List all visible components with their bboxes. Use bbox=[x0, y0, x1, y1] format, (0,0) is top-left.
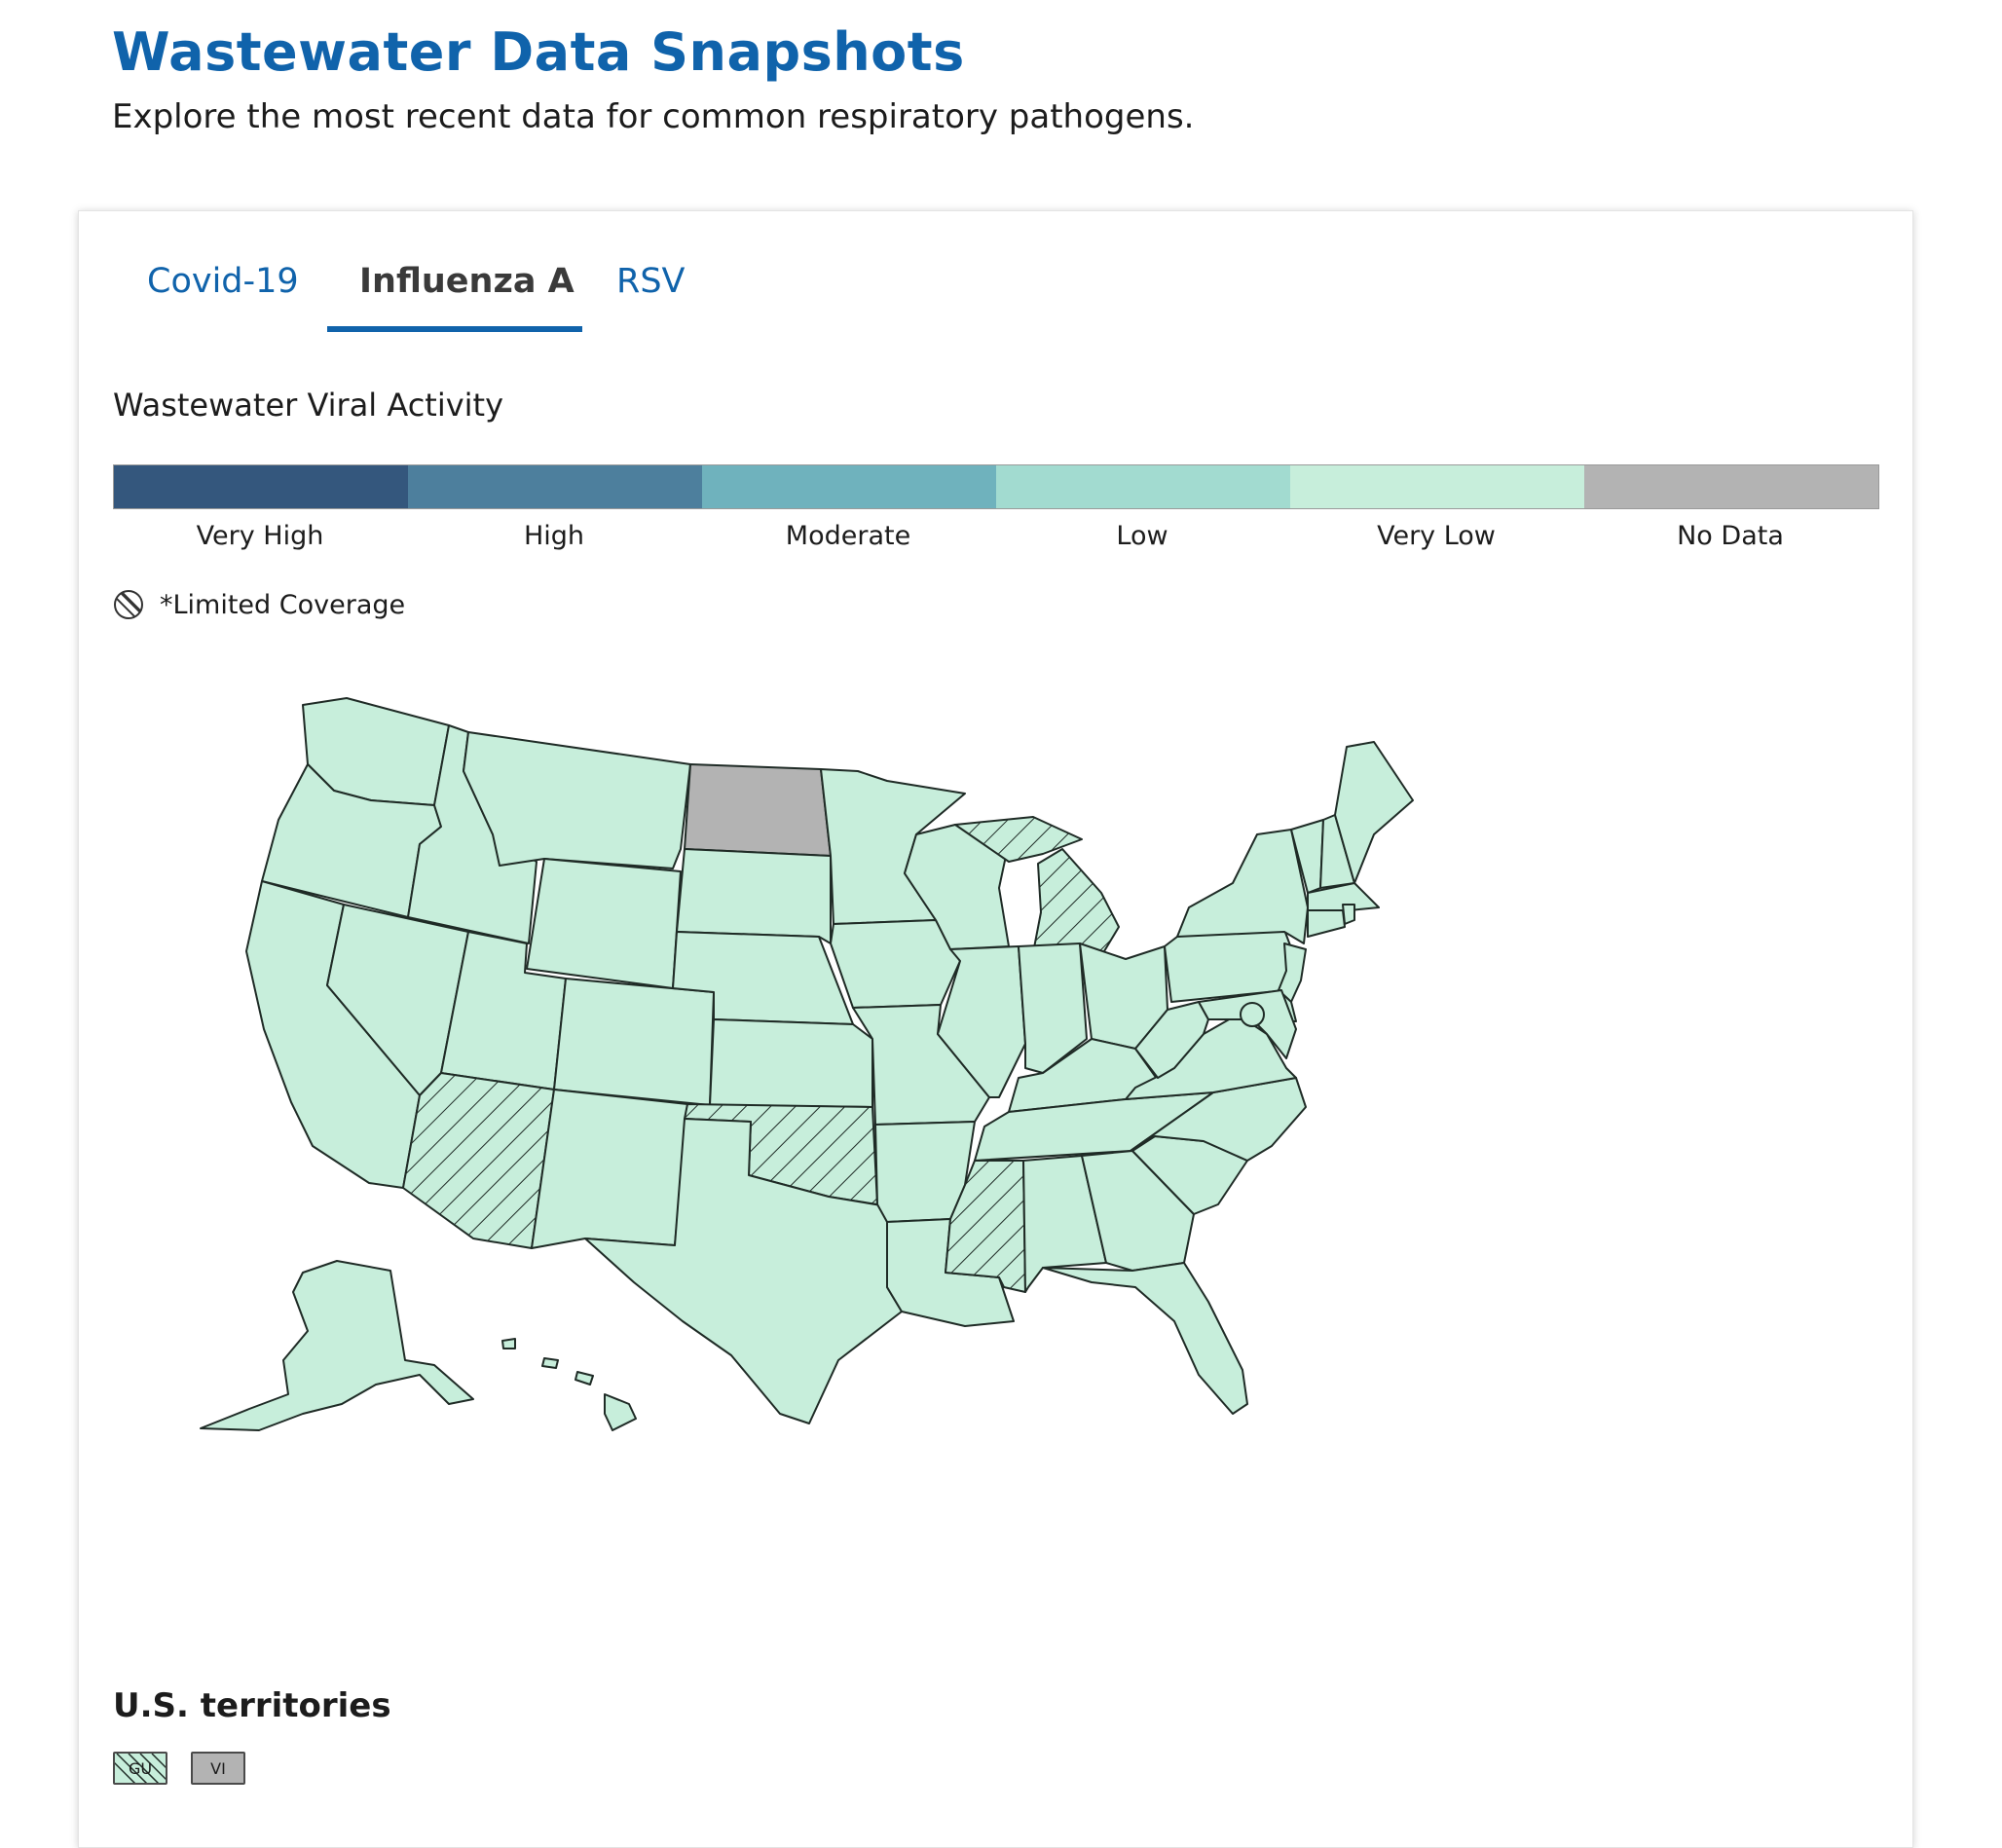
tab-covid-19[interactable]: Covid-19 bbox=[147, 262, 299, 301]
state-missouri[interactable] bbox=[852, 1004, 990, 1126]
legend-swatch-low bbox=[996, 465, 1290, 508]
state-florida[interactable] bbox=[1042, 1262, 1248, 1415]
legend-swatch-no-data bbox=[1584, 465, 1878, 508]
state-montana[interactable] bbox=[463, 731, 691, 869]
activity-legend-bar bbox=[113, 464, 1879, 509]
hatch-pattern-icon bbox=[114, 590, 143, 619]
legend-swatch-moderate bbox=[702, 465, 996, 508]
state-new-mexico[interactable] bbox=[531, 1089, 688, 1249]
state-colorado[interactable] bbox=[553, 978, 715, 1106]
legend-label-low: Low bbox=[1116, 521, 1168, 551]
state-north-dakota[interactable] bbox=[684, 763, 832, 857]
us-map-svg bbox=[200, 697, 1414, 1431]
legend-label-very-high: Very High bbox=[196, 521, 324, 551]
state-wyoming[interactable] bbox=[526, 858, 682, 989]
territory-gu-label: GU bbox=[128, 1758, 153, 1778]
state-massachusetts[interactable] bbox=[1307, 882, 1380, 911]
state-kansas[interactable] bbox=[709, 1018, 873, 1108]
pathogen-tabs: Covid-19 Influenza A RSV bbox=[79, 211, 1912, 338]
territory-vi[interactable]: VI bbox=[191, 1752, 245, 1785]
state-texas[interactable] bbox=[584, 1118, 903, 1424]
limited-coverage-label: *Limited Coverage bbox=[160, 589, 406, 620]
active-tab-indicator bbox=[327, 326, 582, 332]
us-map bbox=[137, 640, 1793, 1662]
legend-swatch-very-low bbox=[1290, 465, 1584, 508]
state-hawaii[interactable] bbox=[501, 1338, 637, 1431]
state-arizona[interactable] bbox=[402, 1072, 555, 1249]
state-connecticut[interactable] bbox=[1307, 909, 1346, 938]
limited-coverage-legend: *Limited Coverage bbox=[113, 589, 405, 620]
legend-swatch-very-high bbox=[114, 465, 408, 508]
legend-label-high: High bbox=[523, 521, 585, 551]
legend-swatch-high bbox=[408, 465, 702, 508]
page-subtitle: Explore the most recent data for common … bbox=[112, 97, 1195, 136]
legend-labels: Very High High Moderate Low Very Low No … bbox=[113, 521, 1877, 551]
territories-heading: U.S. territories bbox=[113, 1686, 391, 1725]
viral-activity-heading: Wastewater Viral Activity bbox=[113, 387, 504, 424]
state-west-virginia[interactable] bbox=[1134, 1001, 1209, 1079]
legend-label-very-low: Very Low bbox=[1377, 521, 1496, 551]
legend-label-moderate: Moderate bbox=[785, 521, 911, 551]
state-district-of-columbia[interactable] bbox=[1240, 1002, 1265, 1027]
tab-rsv[interactable]: RSV bbox=[616, 262, 686, 301]
state-alaska[interactable] bbox=[200, 1260, 474, 1431]
state-south-dakota[interactable] bbox=[676, 848, 832, 944]
state-shapes bbox=[200, 697, 1414, 1431]
state-michigan[interactable] bbox=[954, 816, 1120, 964]
hatch-pattern-fill bbox=[115, 1754, 166, 1783]
state-new-york[interactable] bbox=[1176, 829, 1309, 944]
page-title: Wastewater Data Snapshots bbox=[112, 21, 965, 83]
state-rhode-island[interactable] bbox=[1342, 904, 1355, 925]
tab-influenza-a[interactable]: Influenza A bbox=[359, 262, 575, 301]
snapshot-card: Covid-19 Influenza A RSV Wastewater Vira… bbox=[78, 210, 1913, 1848]
legend-label-no-data: No Data bbox=[1677, 521, 1784, 551]
state-iowa[interactable] bbox=[830, 919, 961, 1009]
territory-gu[interactable]: GU bbox=[113, 1752, 167, 1785]
territory-vi-label: VI bbox=[210, 1758, 226, 1778]
state-maryland[interactable] bbox=[1198, 989, 1297, 1059]
